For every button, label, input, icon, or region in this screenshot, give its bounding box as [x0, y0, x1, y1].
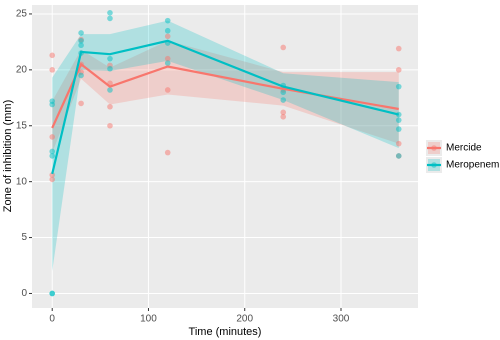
panel [32, 5, 418, 308]
data-point [78, 42, 84, 49]
legend-point [431, 145, 437, 151]
data-point [395, 140, 402, 147]
x-tick-label: 100 [140, 314, 157, 325]
data-point [395, 126, 402, 132]
data-point [49, 101, 56, 108]
data-point [164, 60, 171, 66]
data-point [280, 114, 287, 120]
data-point [164, 27, 171, 34]
data-point [164, 33, 171, 40]
data-point [280, 109, 287, 116]
y-tick-label: 0 [21, 288, 27, 299]
y-tick-label: 5 [21, 232, 27, 243]
data-point [107, 15, 113, 22]
legend-label: Meropenem [446, 160, 499, 171]
data-point [164, 87, 171, 93]
data-point [49, 52, 56, 59]
data-point [280, 97, 287, 103]
data-point [107, 10, 113, 16]
data-point [107, 87, 113, 93]
data-point [164, 55, 171, 62]
data-point [49, 172, 56, 178]
data-point [107, 65, 113, 72]
x-tick-label: 300 [333, 314, 350, 325]
confidence-ribbon [52, 20, 399, 272]
x-tick-label: 200 [236, 314, 253, 325]
legend-point [431, 162, 437, 168]
legend-label: Mercide [446, 143, 482, 154]
data-point [78, 30, 84, 36]
data-point [280, 89, 287, 96]
data-point [395, 83, 402, 90]
y-tick-label: 15 [16, 120, 28, 131]
data-point [78, 72, 84, 79]
data-point [395, 45, 402, 52]
confidence-ribbon [52, 40, 399, 153]
data-point [107, 55, 113, 62]
y-tick-label: 10 [16, 176, 28, 187]
data-point [49, 148, 56, 155]
data-point [78, 100, 84, 107]
x-tick-label: 0 [49, 314, 55, 325]
data-point [395, 117, 402, 123]
data-point [78, 37, 84, 44]
y-tick-label: 25 [16, 9, 28, 20]
data-point [49, 153, 56, 159]
data-point [49, 290, 56, 297]
data-point [107, 103, 113, 110]
x-axis-title: Time (minutes) [189, 326, 262, 338]
data-point [280, 44, 287, 51]
data-point [49, 176, 56, 183]
data-point [395, 153, 402, 159]
y-axis-title: Zone of inhibition (mm) [2, 100, 14, 213]
mean-line [51, 39, 400, 175]
data-point [49, 67, 56, 73]
data-point [107, 122, 113, 129]
data-point [395, 67, 402, 73]
data-point [49, 134, 56, 140]
data-point [164, 149, 171, 156]
y-tick-label: 20 [16, 64, 28, 75]
data-point [164, 17, 171, 24]
